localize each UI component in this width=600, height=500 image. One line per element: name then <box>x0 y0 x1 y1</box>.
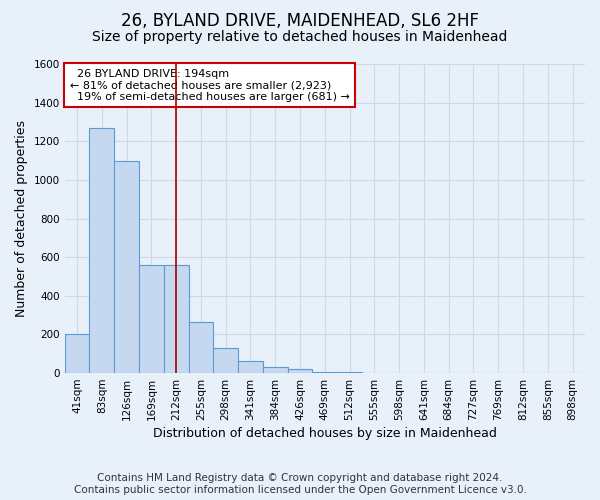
Bar <box>164 265 188 373</box>
Text: Contains HM Land Registry data © Crown copyright and database right 2024.
Contai: Contains HM Land Registry data © Crown c… <box>74 474 526 495</box>
Bar <box>139 265 164 373</box>
Bar <box>263 368 287 373</box>
Y-axis label: Number of detached properties: Number of detached properties <box>15 120 28 317</box>
Bar <box>313 372 337 373</box>
Bar <box>337 372 362 373</box>
Bar <box>188 322 214 373</box>
Bar <box>65 334 89 373</box>
Bar <box>214 348 238 373</box>
X-axis label: Distribution of detached houses by size in Maidenhead: Distribution of detached houses by size … <box>153 427 497 440</box>
Text: 26, BYLAND DRIVE, MAIDENHEAD, SL6 2HF: 26, BYLAND DRIVE, MAIDENHEAD, SL6 2HF <box>121 12 479 30</box>
Text: Size of property relative to detached houses in Maidenhead: Size of property relative to detached ho… <box>92 30 508 44</box>
Text: 26 BYLAND DRIVE: 194sqm
← 81% of detached houses are smaller (2,923)
  19% of se: 26 BYLAND DRIVE: 194sqm ← 81% of detache… <box>70 68 350 102</box>
Bar <box>114 160 139 373</box>
Bar <box>238 360 263 373</box>
Bar <box>287 369 313 373</box>
Bar <box>89 128 114 373</box>
